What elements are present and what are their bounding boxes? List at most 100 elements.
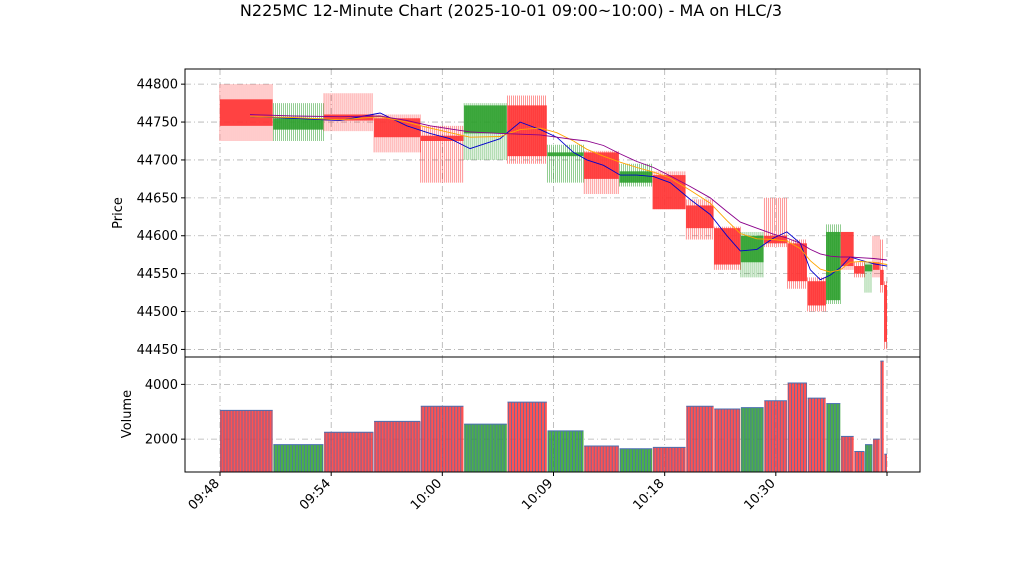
volume-tick-label: 2000 — [145, 433, 178, 448]
volume-bar — [652, 446, 686, 472]
candle-body — [619, 171, 653, 183]
candle-body — [547, 152, 584, 157]
volume-bar-fill — [420, 406, 464, 472]
volume-bar — [324, 431, 374, 472]
candle-body — [884, 285, 887, 342]
ma-slow-line — [249, 114, 888, 261]
candle-body — [584, 152, 619, 179]
volume-axis-label: Volume — [120, 390, 135, 438]
ma-fast-line — [249, 112, 888, 281]
volume-bar — [507, 401, 547, 472]
price-axis-label: Price — [111, 197, 126, 229]
price-tick-label: 44500 — [137, 305, 178, 320]
volume-panel-frame — [184, 356, 921, 473]
volume-bar — [547, 430, 584, 472]
volume-bar — [686, 405, 714, 472]
time-tick-label: 10:30 — [742, 476, 779, 513]
volume-bar — [787, 382, 808, 472]
volume-bar-fill — [547, 430, 584, 472]
candle — [463, 103, 507, 160]
volume-bar-fill — [764, 400, 787, 472]
volume-bar-fill — [854, 451, 865, 472]
volume-bar-fill — [507, 402, 547, 472]
volume-bar-fill — [464, 424, 507, 472]
volume-bar — [740, 407, 764, 472]
time-tick-label: 09:54 — [297, 476, 334, 513]
volume-bar-fill — [686, 406, 714, 472]
volume-bar — [374, 420, 421, 472]
candle-body — [507, 105, 547, 157]
candle — [685, 199, 714, 240]
candle-body — [420, 135, 464, 141]
volume-bar — [864, 444, 873, 472]
candle-body — [740, 235, 764, 263]
candle-body — [273, 118, 324, 130]
candle-body — [787, 243, 807, 282]
volume-bar-fill — [880, 361, 884, 472]
time-tick-label: 10:09 — [519, 476, 556, 513]
time-tick-label: 10:00 — [408, 476, 445, 513]
time-tick-label: 10:18 — [630, 476, 667, 513]
moving-average-lines — [249, 112, 888, 281]
volume-bar — [584, 445, 619, 472]
candle-body — [880, 269, 884, 285]
candle — [652, 171, 686, 210]
volume-bar-fill — [584, 445, 619, 472]
volume-bar-fill — [872, 439, 880, 472]
volume-y-axis: 2000 4000 — [145, 378, 185, 448]
price-y-axis: 44450 44500 44550 44600 44650 44700 44750 44800 — [137, 78, 185, 358]
volume-bar — [273, 444, 324, 472]
candle-body — [840, 231, 854, 267]
volume-bar — [826, 403, 841, 472]
candle — [507, 95, 547, 164]
candle-body — [686, 205, 714, 229]
volume-bar — [884, 453, 887, 472]
candle — [219, 84, 273, 141]
volume-bar-fill — [740, 407, 764, 472]
volume-bar — [619, 448, 653, 472]
volume-bar-fill — [220, 410, 273, 472]
price-tick-label: 44750 — [137, 116, 178, 131]
volume-bars-layer — [220, 360, 887, 472]
volume-bar — [840, 435, 854, 472]
price-tick-label: 44450 — [137, 343, 178, 358]
candle — [420, 125, 464, 183]
candle — [323, 93, 374, 132]
candle-body — [807, 281, 826, 306]
candle-body — [324, 114, 374, 121]
candle — [854, 262, 865, 278]
volume-bar-fill — [374, 421, 421, 472]
candle — [884, 281, 887, 350]
volume-bar — [420, 405, 464, 472]
price-grid — [185, 69, 920, 357]
candle — [826, 224, 841, 304]
volume-bar — [714, 408, 741, 472]
price-tick-label: 44600 — [137, 229, 178, 244]
volume-bar — [854, 450, 865, 472]
chart-title: N225MC 12-Minute Chart (2025-10-01 09:00… — [240, 1, 782, 20]
candle — [807, 277, 826, 312]
candle — [880, 239, 884, 293]
volume-bar-fill — [840, 436, 854, 472]
candle — [864, 262, 873, 293]
volume-bar — [880, 360, 884, 472]
time-x-axis: 09:48 09:54 10:00 10:09 10:18 10:30 — [186, 472, 888, 513]
candle — [713, 226, 741, 270]
volume-bar — [807, 397, 826, 472]
candle — [583, 150, 619, 195]
volume-bar — [872, 438, 880, 472]
price-tick-label: 44550 — [137, 267, 178, 282]
candle-body — [464, 105, 507, 134]
candle-body — [854, 266, 865, 274]
time-tick-label: 09:48 — [186, 476, 223, 513]
volume-bar-fill — [807, 398, 826, 472]
price-tick-label: 44800 — [137, 78, 178, 93]
volume-bar — [764, 400, 787, 472]
volume-bar — [220, 409, 273, 472]
candle-body — [826, 231, 841, 301]
candle — [740, 231, 764, 278]
candle-body — [652, 175, 686, 210]
candle-body — [872, 262, 880, 270]
ma-mid-line — [249, 116, 888, 273]
